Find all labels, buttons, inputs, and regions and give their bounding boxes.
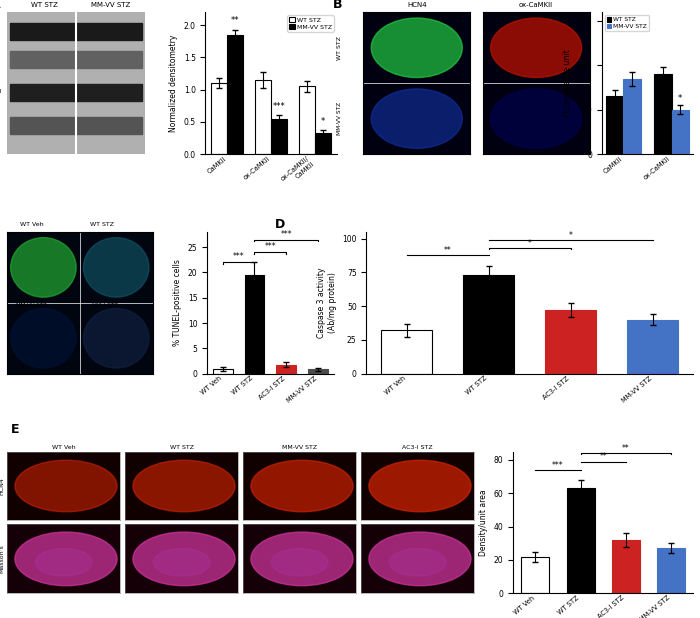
Text: Coomassie: Coomassie <box>0 57 1 62</box>
Ellipse shape <box>371 18 462 77</box>
Y-axis label: Density/unit area: Density/unit area <box>480 489 488 556</box>
Legend: WT STZ, MM-VV STZ: WT STZ, MM-VV STZ <box>605 15 649 31</box>
Ellipse shape <box>133 460 235 512</box>
Bar <box>624 78 641 154</box>
Text: *: * <box>528 239 531 248</box>
Ellipse shape <box>83 308 149 368</box>
Bar <box>308 369 328 374</box>
Text: **: ** <box>599 452 607 461</box>
Ellipse shape <box>491 18 582 77</box>
Ellipse shape <box>389 549 446 576</box>
Text: WT STZ: WT STZ <box>337 36 342 60</box>
Bar <box>10 23 142 40</box>
Bar <box>299 87 315 154</box>
Ellipse shape <box>153 549 210 576</box>
Text: Coomassie: Coomassie <box>0 122 1 127</box>
Text: *: * <box>678 94 682 103</box>
Ellipse shape <box>15 532 117 586</box>
Ellipse shape <box>272 549 328 576</box>
Text: B: B <box>333 0 343 11</box>
Text: WT STZ: WT STZ <box>90 222 113 227</box>
Text: ***: *** <box>273 102 286 111</box>
Title: WT Veh: WT Veh <box>52 445 76 450</box>
Ellipse shape <box>15 460 117 512</box>
Bar <box>10 51 142 69</box>
Text: WT STZ: WT STZ <box>31 2 57 7</box>
Legend: WT STZ, MM-VV STZ: WT STZ, MM-VV STZ <box>287 15 334 32</box>
Bar <box>228 35 243 154</box>
Ellipse shape <box>491 89 582 148</box>
Ellipse shape <box>369 460 471 512</box>
Title: MM-VV STZ: MM-VV STZ <box>282 445 317 450</box>
Text: *: * <box>321 117 325 125</box>
Bar <box>522 557 550 593</box>
Bar <box>213 368 232 374</box>
Text: **: ** <box>231 16 239 25</box>
Text: ***: *** <box>265 242 277 251</box>
Y-axis label: Masson's: Masson's <box>0 544 4 574</box>
Text: **: ** <box>622 444 629 453</box>
Text: *: * <box>568 231 573 240</box>
Text: ox-CaMKII: ox-CaMKII <box>519 2 553 7</box>
Ellipse shape <box>369 532 471 586</box>
Ellipse shape <box>10 308 76 368</box>
Bar <box>244 275 265 374</box>
Ellipse shape <box>251 532 353 586</box>
Bar <box>10 84 142 101</box>
Bar <box>627 320 678 374</box>
Bar <box>271 119 287 154</box>
Bar <box>10 117 142 133</box>
Title: AC3-I STZ: AC3-I STZ <box>402 445 433 450</box>
Text: HCN4: HCN4 <box>407 2 426 7</box>
Bar <box>545 310 596 374</box>
Bar <box>612 540 640 593</box>
Ellipse shape <box>10 238 76 297</box>
Bar <box>566 488 594 593</box>
Text: MM-VV STZ: MM-VV STZ <box>16 303 47 308</box>
Text: MM-VV STZ: MM-VV STZ <box>337 102 342 135</box>
Bar <box>211 83 228 154</box>
Y-axis label: Fluorescence unit: Fluorescence unit <box>563 49 572 117</box>
Text: D: D <box>275 218 285 231</box>
Text: E: E <box>10 423 19 436</box>
Text: AC3-I STZ: AC3-I STZ <box>91 303 118 308</box>
Text: MM-VV STZ: MM-VV STZ <box>91 2 130 7</box>
Title: WT STZ: WT STZ <box>169 445 194 450</box>
Text: CaMKII: CaMKII <box>0 89 1 94</box>
Text: ***: *** <box>552 460 564 470</box>
Text: WT Veh: WT Veh <box>20 222 43 227</box>
Bar <box>463 275 514 374</box>
Bar <box>382 331 432 374</box>
Bar <box>276 365 296 374</box>
Y-axis label: % TUNEL-positive cells: % TUNEL-positive cells <box>173 260 182 346</box>
Y-axis label: Caspase 3 activity
(Ab/mg protein): Caspase 3 activity (Ab/mg protein) <box>317 268 337 338</box>
Ellipse shape <box>251 460 353 512</box>
Y-axis label: HCN4: HCN4 <box>0 477 4 495</box>
Bar <box>315 133 331 154</box>
Bar <box>654 74 671 154</box>
Text: **: ** <box>444 245 452 255</box>
Bar <box>606 96 624 154</box>
Y-axis label: Normalized densitometry: Normalized densitometry <box>169 35 178 132</box>
Ellipse shape <box>371 89 462 148</box>
Ellipse shape <box>83 238 149 297</box>
Text: ***: *** <box>232 252 244 261</box>
Bar <box>671 110 689 154</box>
Ellipse shape <box>133 532 235 586</box>
Text: ox-CaMKII: ox-CaMKII <box>0 28 1 33</box>
Text: ***: *** <box>281 229 292 239</box>
Ellipse shape <box>36 549 92 576</box>
Bar <box>657 548 685 593</box>
Bar <box>256 80 271 154</box>
